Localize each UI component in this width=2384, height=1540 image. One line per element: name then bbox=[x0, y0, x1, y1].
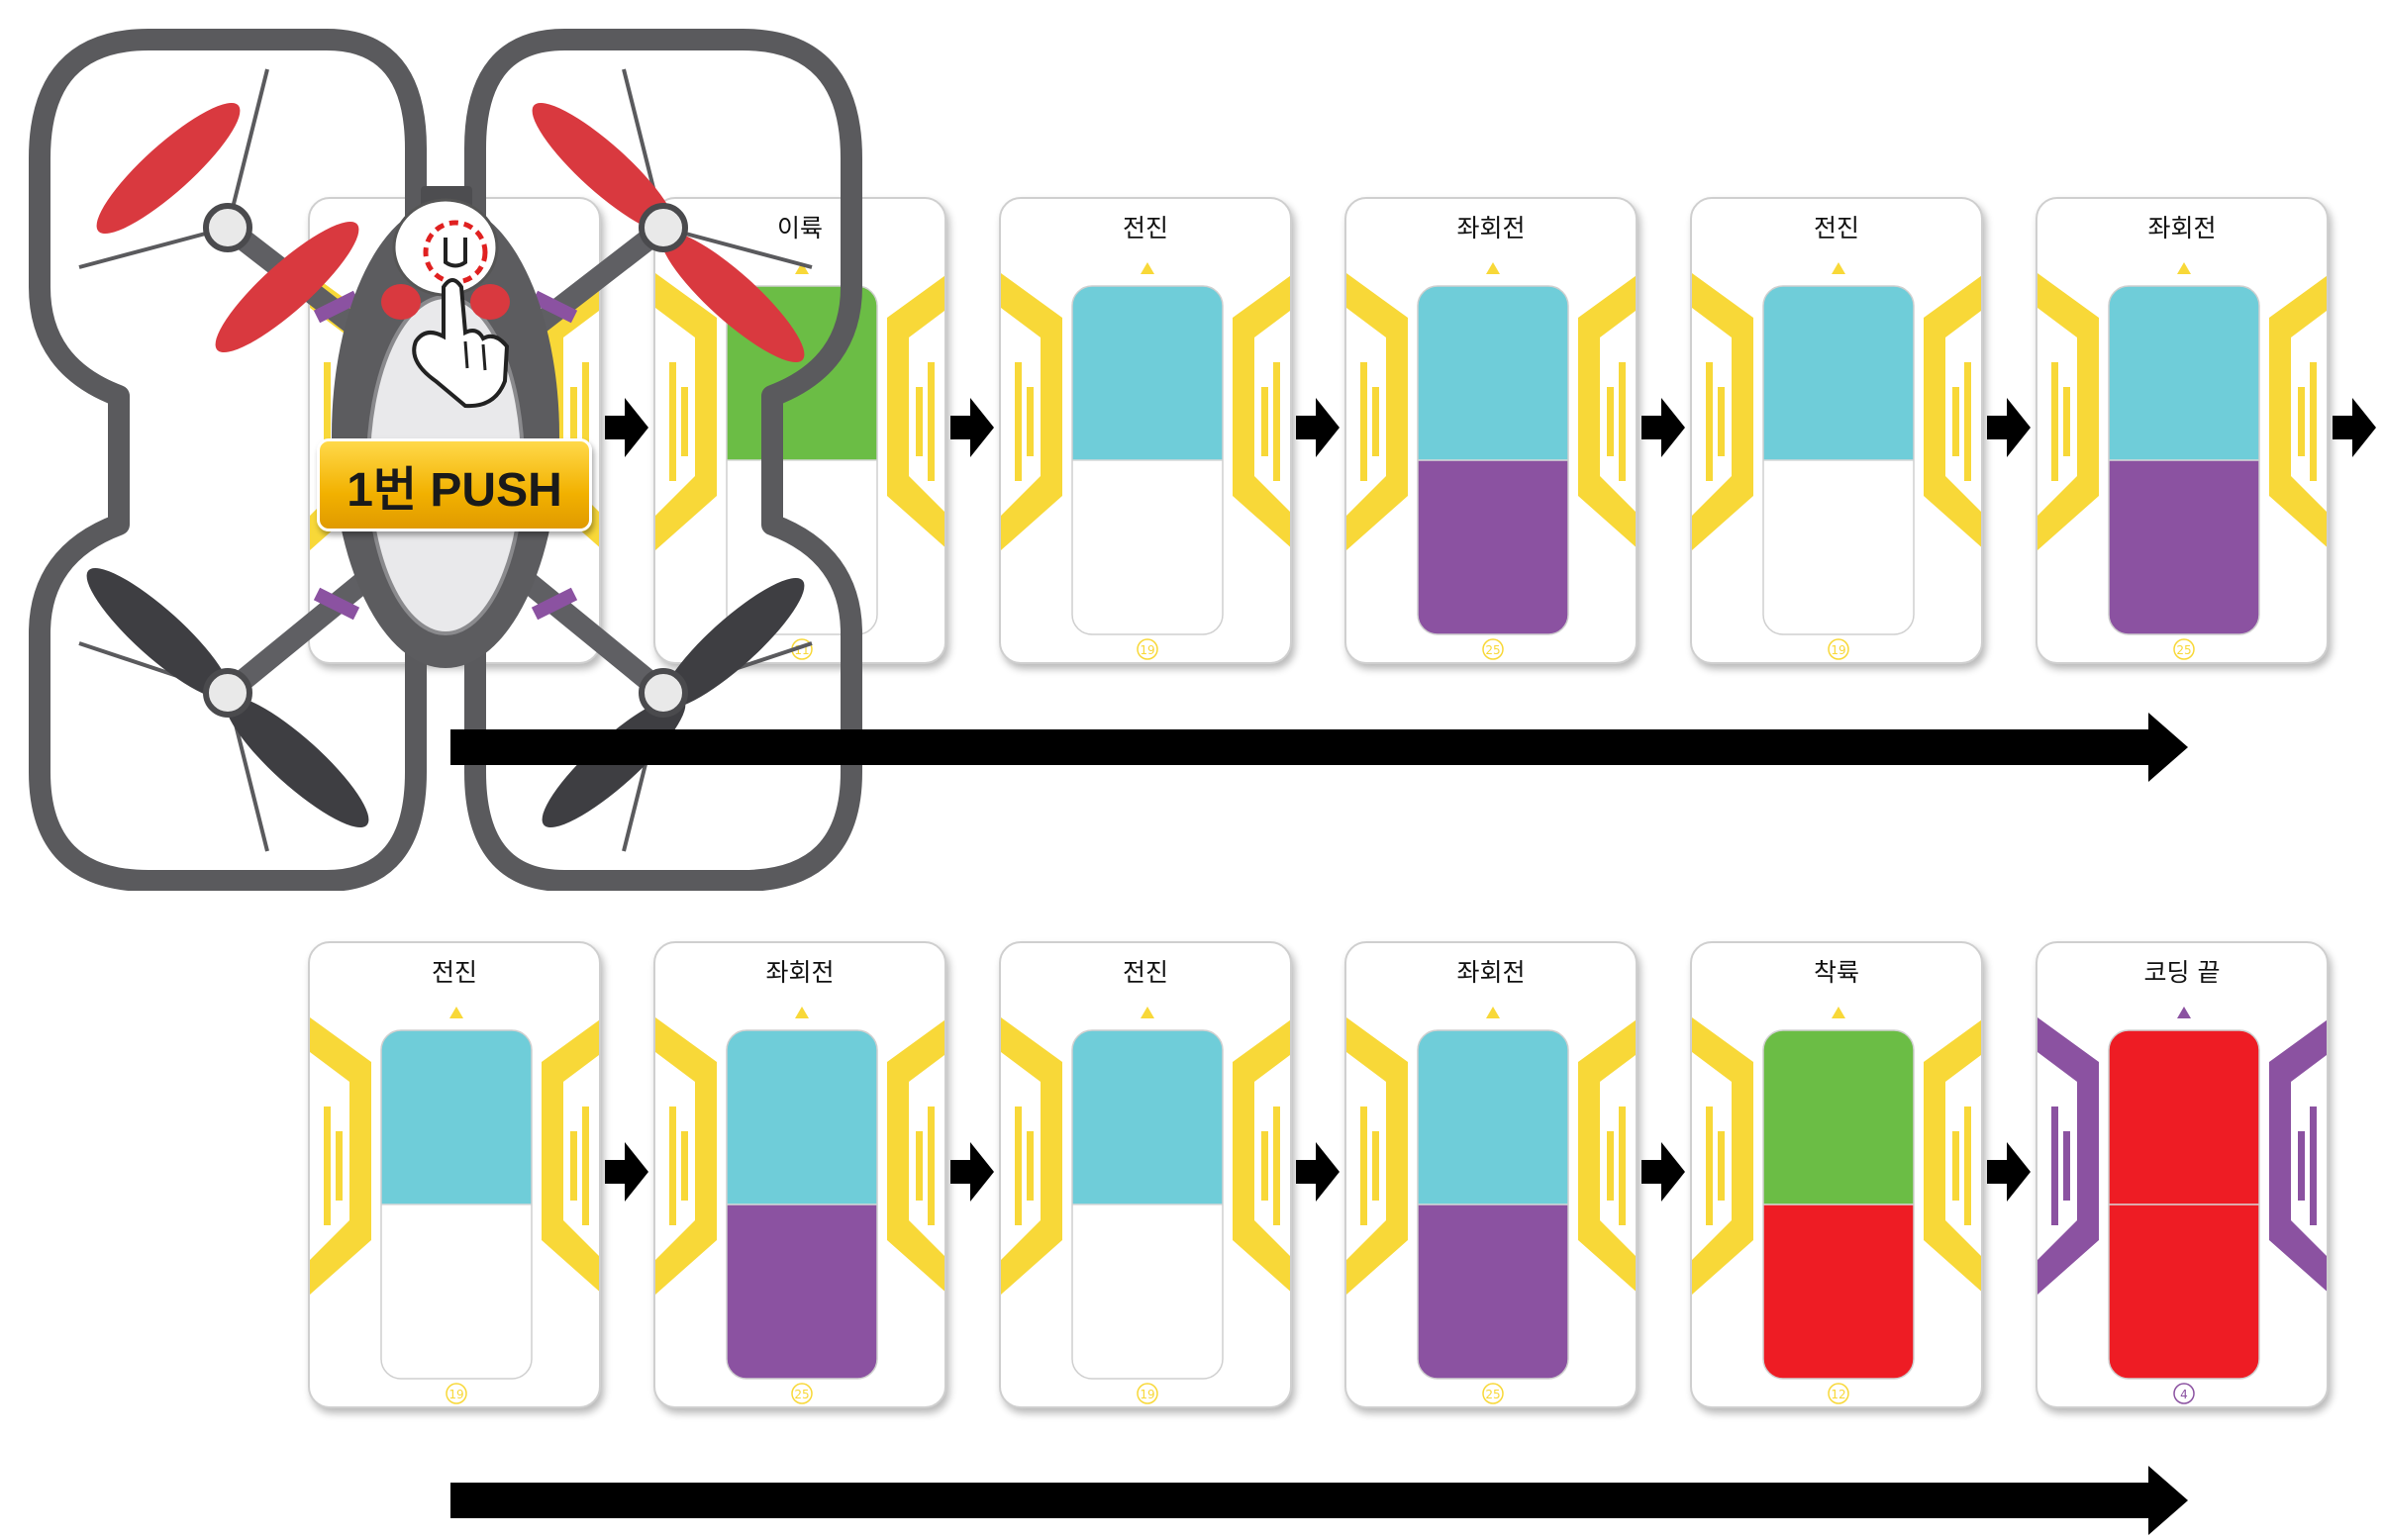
card-number: 4 bbox=[2180, 1388, 2188, 1401]
card-number: 19 bbox=[1140, 1388, 1154, 1401]
push-label: 1번 PUSH bbox=[317, 438, 592, 531]
card-label: 전진 bbox=[1122, 214, 1168, 242]
command-card: 19 전진 bbox=[1690, 197, 1983, 664]
arrow-right-icon bbox=[2333, 398, 2376, 457]
card-label: 좌회전 bbox=[2147, 214, 2217, 242]
card-graphic: 4 bbox=[2037, 1007, 2327, 1404]
card-label: 좌회전 bbox=[1456, 958, 1526, 987]
drone-icon bbox=[29, 29, 862, 891]
arrow-right-icon bbox=[1641, 1142, 1685, 1202]
flow-arrow-row2 bbox=[450, 1466, 2188, 1535]
card-graphic: 25 bbox=[655, 1007, 944, 1404]
card-block-top bbox=[1418, 286, 1568, 460]
card-block-bottom bbox=[1072, 460, 1223, 634]
arrow-right-icon bbox=[1296, 398, 1340, 457]
card-block-top bbox=[1418, 1030, 1568, 1204]
card-label: 전진 bbox=[1122, 958, 1168, 987]
arrow-right-icon bbox=[1641, 398, 1685, 457]
command-card: 25 좌회전 bbox=[1344, 197, 1638, 664]
card-block-top bbox=[2109, 1030, 2259, 1204]
card-label: 전진 bbox=[1813, 214, 1859, 242]
command-card: 25 좌회전 bbox=[2036, 197, 2329, 664]
card-graphic: 25 bbox=[2037, 262, 2327, 660]
card-number: 19 bbox=[1831, 643, 1845, 657]
card-block-top bbox=[2109, 286, 2259, 460]
card-number: 25 bbox=[794, 1388, 809, 1401]
hand-pointer-icon bbox=[412, 278, 510, 409]
card-label: 좌회전 bbox=[1456, 214, 1526, 242]
card-block-bottom bbox=[1072, 1204, 1223, 1379]
arrow-right-icon bbox=[605, 398, 648, 457]
card-block-bottom bbox=[381, 1204, 532, 1379]
flow-arrow-row1 bbox=[450, 713, 2188, 782]
arrow-right-icon bbox=[950, 398, 994, 457]
command-card: 25 좌회전 bbox=[1344, 941, 1638, 1408]
arrow-right-icon bbox=[950, 1142, 994, 1202]
card-graphic: 19 bbox=[1001, 262, 1290, 660]
arrow-right-icon bbox=[1987, 398, 2031, 457]
card-graphic: 19 bbox=[1001, 1007, 1290, 1404]
card-block-bottom bbox=[1763, 460, 1914, 634]
card-label: 좌회전 bbox=[765, 958, 835, 987]
card-number: 19 bbox=[448, 1388, 463, 1401]
arrow-right-icon bbox=[605, 1142, 648, 1202]
card-number: 12 bbox=[1831, 1388, 1845, 1401]
card-number: 19 bbox=[1140, 643, 1154, 657]
card-graphic: 25 bbox=[1346, 1007, 1636, 1404]
command-card: 12 착륙 bbox=[1690, 941, 1983, 1408]
command-card: 25 좌회전 bbox=[653, 941, 946, 1408]
card-block-bottom bbox=[1418, 460, 1568, 634]
card-block-bottom bbox=[1763, 1204, 1914, 1379]
card-graphic: 19 bbox=[310, 1007, 599, 1404]
card-block-top bbox=[1763, 1030, 1914, 1204]
command-card: 19 전진 bbox=[999, 941, 1292, 1408]
card-block-top bbox=[1072, 1030, 1223, 1204]
card-number: 25 bbox=[1485, 643, 1500, 657]
card-block-top bbox=[1072, 286, 1223, 460]
arrow-right-icon bbox=[1296, 1142, 1340, 1202]
card-block-top bbox=[1763, 286, 1914, 460]
command-card: 19 전진 bbox=[308, 941, 601, 1408]
card-graphic: 25 bbox=[1346, 262, 1636, 660]
card-label: 착륙 bbox=[1813, 958, 1859, 987]
card-block-bottom bbox=[1418, 1204, 1568, 1379]
card-label: 코딩 끝 bbox=[2143, 958, 2221, 987]
card-block-bottom bbox=[2109, 460, 2259, 634]
card-number: 25 bbox=[2176, 643, 2191, 657]
card-label: 전진 bbox=[431, 958, 477, 987]
card-graphic: 19 bbox=[1692, 262, 1981, 660]
arrow-right-icon bbox=[1987, 1142, 2031, 1202]
card-block-bottom bbox=[2109, 1204, 2259, 1379]
command-card: 4 코딩 끝 bbox=[2036, 941, 2329, 1408]
card-block-top bbox=[727, 1030, 877, 1204]
card-number: 25 bbox=[1485, 1388, 1500, 1401]
card-block-bottom bbox=[727, 1204, 877, 1379]
command-card: 19 전진 bbox=[999, 197, 1292, 664]
card-graphic: 12 bbox=[1692, 1007, 1981, 1404]
card-block-top bbox=[381, 1030, 532, 1204]
card-label: 이륙 bbox=[776, 214, 823, 242]
